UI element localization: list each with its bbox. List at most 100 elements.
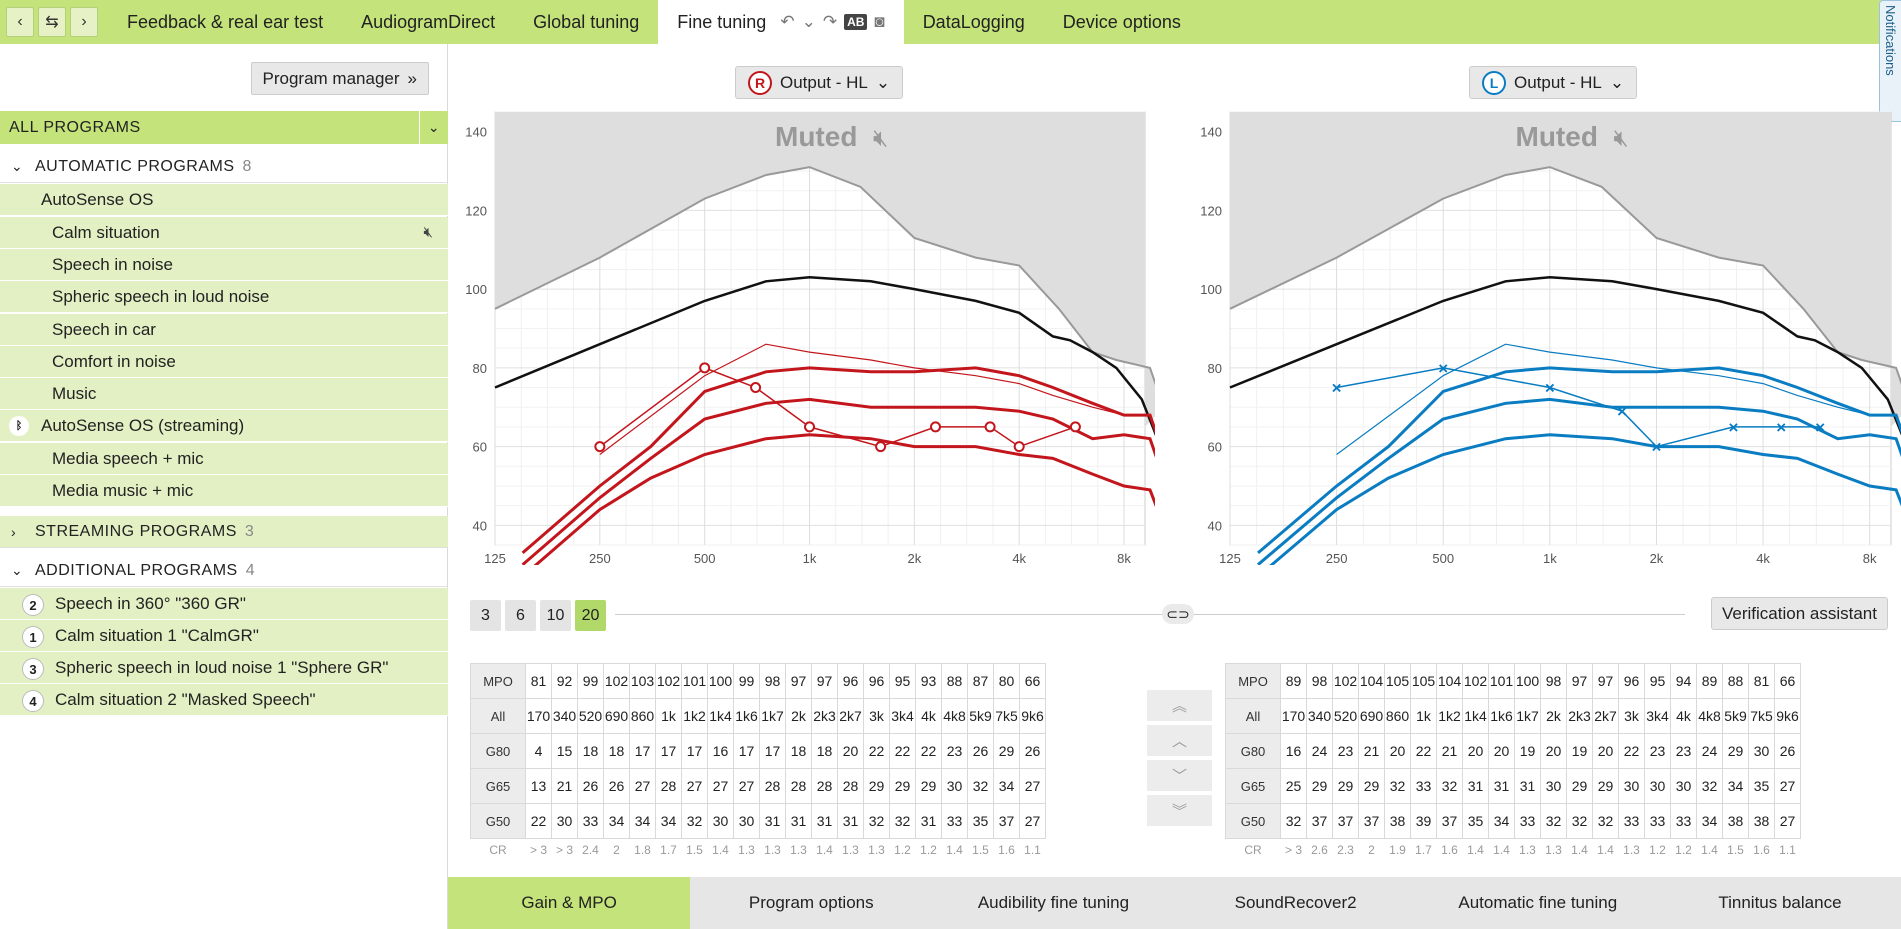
table-cell[interactable]: 30 — [1670, 768, 1697, 804]
table-cell[interactable]: 20 — [837, 733, 864, 769]
program-item[interactable]: 1 Calm situation 1 "CalmGR" — [0, 620, 448, 652]
table-cell[interactable]: 4 — [525, 733, 552, 769]
table-cell[interactable]: 26 — [967, 733, 994, 769]
left-ear-chart-svg[interactable]: 140 120 100 80 60 40 125 250 500 1k 2k 4k 8k Muted 🔇︎ ×… — [1185, 100, 1901, 578]
table-cell[interactable]: 29 — [863, 768, 890, 804]
table-cell[interactable]: 27 — [733, 768, 760, 804]
table-cell[interactable]: 37 — [1332, 803, 1359, 839]
table-cell[interactable]: 93 — [915, 663, 942, 699]
table-cell[interactable]: 1k6 — [733, 698, 760, 734]
table-cell[interactable]: 34 — [655, 803, 682, 839]
table-cell[interactable]: 98 — [759, 663, 786, 699]
table-cell[interactable]: 31 — [759, 803, 786, 839]
table-cell[interactable]: 97 — [785, 663, 812, 699]
tab-fine-tuning[interactable]: Fine tuning ↶ ⌄ ↷ AB ◙ — [658, 0, 904, 44]
table-cell[interactable]: 2k3 — [811, 698, 838, 734]
band-6-button[interactable]: 6 — [505, 600, 536, 631]
table-cell[interactable]: 21 — [1358, 733, 1385, 769]
table-cell[interactable]: 4k8 — [1696, 698, 1723, 734]
table-cell[interactable]: 104 — [1436, 663, 1463, 699]
table-cell[interactable]: 80 — [993, 663, 1020, 699]
band-20-button[interactable]: 20 — [575, 600, 606, 631]
table-cell[interactable]: 29 — [993, 733, 1020, 769]
table-cell[interactable]: 27 — [1019, 803, 1046, 839]
table-cell[interactable]: 31 — [1488, 768, 1515, 804]
table-cell[interactable]: 37 — [1306, 803, 1333, 839]
table-cell[interactable]: 28 — [811, 768, 838, 804]
table-cell[interactable]: 22 — [1410, 733, 1437, 769]
table-cell[interactable]: 1k6 — [1488, 698, 1515, 734]
table-cell[interactable]: 1k4 — [707, 698, 734, 734]
table-cell[interactable]: 690 — [603, 698, 630, 734]
table-cell[interactable]: 32 — [967, 768, 994, 804]
program-item[interactable]: Media speech + mic — [0, 443, 448, 475]
table-cell[interactable]: 32 — [1696, 768, 1723, 804]
table-cell[interactable]: 860 — [629, 698, 656, 734]
table-cell[interactable]: 30 — [1540, 768, 1567, 804]
table-cell[interactable]: 105 — [1384, 663, 1411, 699]
table-cell[interactable]: 1k — [655, 698, 682, 734]
table-cell[interactable]: 95 — [1644, 663, 1671, 699]
table-cell[interactable]: 38 — [1748, 803, 1775, 839]
table-cell[interactable]: 24 — [1696, 733, 1723, 769]
table-cell[interactable]: 32 — [1540, 803, 1567, 839]
table-cell[interactable]: 26 — [577, 768, 604, 804]
table-cell[interactable]: 30 — [707, 803, 734, 839]
table-cell[interactable]: 20 — [1462, 733, 1489, 769]
swap-button[interactable]: ⇆ — [38, 7, 66, 37]
right-ear-gain-chart[interactable]: 140 120 100 80 60 40 125 250 500 1k 2k 4k 8k Muted 🔇︎ — [450, 100, 1166, 578]
table-cell[interactable]: 340 — [1306, 698, 1333, 734]
table-cell[interactable]: 20 — [1488, 733, 1515, 769]
table-cell[interactable]: 32 — [681, 803, 708, 839]
table-cell[interactable]: 18 — [811, 733, 838, 769]
table-cell[interactable]: 22 — [889, 733, 916, 769]
table-cell[interactable]: 23 — [941, 733, 968, 769]
table-cell[interactable]: 26 — [1774, 733, 1801, 769]
table-cell[interactable]: 102 — [1332, 663, 1359, 699]
notifications-tab[interactable]: Notifications — [1879, 0, 1901, 122]
table-cell[interactable]: 34 — [629, 803, 656, 839]
table-cell[interactable]: 30 — [733, 803, 760, 839]
table-cell[interactable]: 31 — [811, 803, 838, 839]
table-cell[interactable]: 27 — [681, 768, 708, 804]
undo-icon[interactable]: ↶ — [780, 12, 795, 31]
table-cell[interactable]: 22 — [1618, 733, 1645, 769]
table-cell[interactable]: 29 — [1332, 768, 1359, 804]
table-cell[interactable]: 1k7 — [1514, 698, 1541, 734]
table-cell[interactable]: 37 — [993, 803, 1020, 839]
table-cell[interactable]: 32 — [889, 803, 916, 839]
table-cell[interactable]: 34 — [1696, 803, 1723, 839]
table-cell[interactable]: 33 — [1670, 803, 1697, 839]
table-cell[interactable]: 4k — [1670, 698, 1697, 734]
table-cell[interactable]: 88 — [1722, 663, 1749, 699]
tab-device-options[interactable]: Device options — [1062, 11, 1181, 32]
table-cell[interactable]: 31 — [915, 803, 942, 839]
table-cell[interactable]: 520 — [1332, 698, 1359, 734]
band-10-button[interactable]: 10 — [540, 600, 571, 631]
table-cell[interactable]: 33 — [1410, 768, 1437, 804]
table-cell[interactable]: 102 — [1462, 663, 1489, 699]
table-cell[interactable]: 22 — [525, 803, 552, 839]
table-cell[interactable]: 27 — [1774, 803, 1801, 839]
table-cell[interactable]: 38 — [1384, 803, 1411, 839]
table-cell[interactable]: 18 — [785, 733, 812, 769]
table-cell[interactable]: 21 — [551, 768, 578, 804]
table-cell[interactable]: 16 — [1280, 733, 1307, 769]
table-cell[interactable]: 860 — [1384, 698, 1411, 734]
group-streaming-programs[interactable]: › STREAMING PROGRAMS 3 — [0, 516, 448, 548]
table-cell[interactable]: 29 — [915, 768, 942, 804]
table-cell[interactable]: 17 — [629, 733, 656, 769]
back-button[interactable]: ‹ — [6, 7, 34, 37]
program-item[interactable]: AutoSense OS — [0, 184, 448, 216]
table-cell[interactable]: 97 — [1592, 663, 1619, 699]
program-item[interactable]: Spheric speech in loud noise — [0, 281, 448, 313]
table-cell[interactable]: 29 — [889, 768, 916, 804]
table-cell[interactable]: 22 — [915, 733, 942, 769]
table-cell[interactable]: 37 — [1358, 803, 1385, 839]
table-cell[interactable]: 32 — [1280, 803, 1307, 839]
tab-audibility-fine-tuning[interactable]: Audibility fine tuning — [977, 893, 1130, 912]
tab-tinnitus-balance[interactable]: Tinnitus balance — [1718, 893, 1842, 912]
table-cell[interactable]: 9k6 — [1774, 698, 1801, 734]
table-cell[interactable]: 13 — [525, 768, 552, 804]
record-icon[interactable]: ◙ — [874, 12, 885, 31]
